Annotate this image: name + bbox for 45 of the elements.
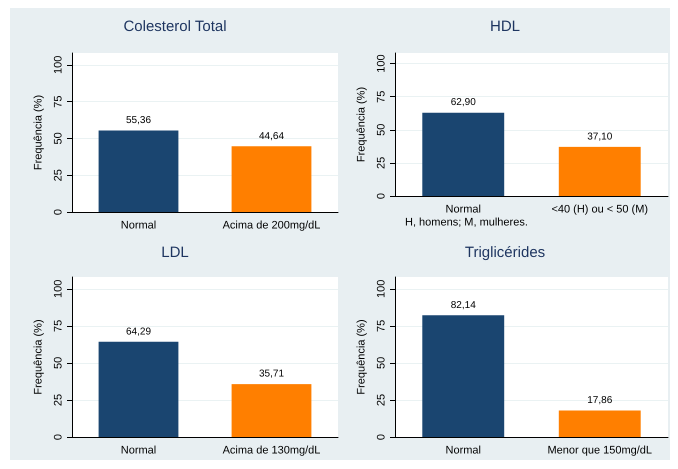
data-label: 44,64 xyxy=(258,130,284,142)
text: H, homens; M, mulheres. xyxy=(405,216,528,228)
data-label: 62,90 xyxy=(450,97,476,108)
y-tick-label: 50 xyxy=(376,124,388,136)
chart-title: Colesterol Total xyxy=(123,18,227,35)
y-axis-title: Frequência (%) xyxy=(356,86,368,162)
y-tick-label: 50 xyxy=(52,132,64,145)
y-axis-title: Frequência (%) xyxy=(356,319,368,395)
x-tick-label: Acima de 200mg/dL xyxy=(222,220,320,232)
y-tick-label: 25 xyxy=(376,156,388,170)
y-tick-label: 50 xyxy=(376,356,388,370)
data-label: 35,71 xyxy=(258,368,284,380)
x-tick-label: Normal xyxy=(120,220,156,232)
data-label: 37,10 xyxy=(587,131,613,142)
y-tick-label: 0 xyxy=(376,434,388,440)
chart-title: Triglicérides xyxy=(464,244,546,261)
chart-title: HDL xyxy=(490,18,520,35)
x-tick-label: Normal xyxy=(446,444,481,456)
y-tick-label: 25 xyxy=(52,169,64,182)
x-tick-label: Normal xyxy=(120,444,156,456)
y-tick-label: 75 xyxy=(376,320,388,332)
data-label: 64,29 xyxy=(126,326,152,338)
x-tick-label: Menor que 150mg/dL xyxy=(547,444,652,456)
data-label: 55,36 xyxy=(126,115,152,126)
y-tick-label: 25 xyxy=(52,394,64,406)
y-tick-label: 0 xyxy=(52,208,64,216)
y-tick-label: 50 xyxy=(52,356,64,370)
x-tick-label: Normal xyxy=(446,204,481,216)
x-tick-label: Acima de 130mg/dL xyxy=(222,444,320,456)
y-tick-label: 75 xyxy=(52,95,64,108)
x-tick-label: <40 (H) ou < 50 (M) xyxy=(551,204,648,216)
y-tick-label: 0 xyxy=(52,434,64,440)
y-tick-label: 25 xyxy=(376,394,388,406)
y-tick-label: 0 xyxy=(376,192,388,200)
y-tick-label: 75 xyxy=(52,320,64,332)
data-label: 17,86 xyxy=(587,395,613,406)
y-tick-label: 100 xyxy=(52,56,64,74)
data-label: 82,14 xyxy=(450,300,476,311)
y-tick-label: 75 xyxy=(376,90,388,103)
y-tick-label: 100 xyxy=(376,280,388,298)
y-tick-label: 100 xyxy=(52,280,64,298)
y-axis-title: Frequência (%) xyxy=(32,319,44,395)
chart-title: LDL xyxy=(161,244,189,261)
y-tick-label: 100 xyxy=(376,54,388,73)
y-axis-title: Frequência (%) xyxy=(32,94,44,170)
